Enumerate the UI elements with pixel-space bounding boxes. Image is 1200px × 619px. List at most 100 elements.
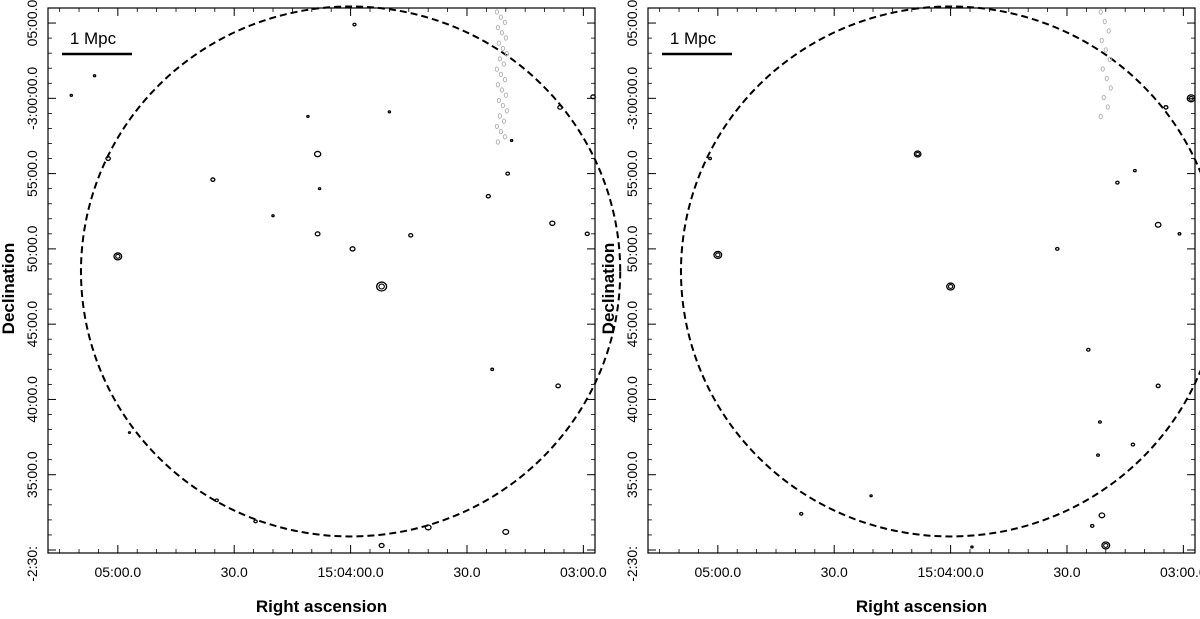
y-tick-label: 05:00.0 <box>24 0 40 46</box>
x-axis-title: Right ascension <box>856 597 987 616</box>
negative-contour <box>499 30 504 36</box>
negative-contour <box>494 9 499 15</box>
negative-contour <box>500 45 505 52</box>
source-contour <box>1096 453 1100 457</box>
negative-contour <box>503 92 508 98</box>
y-tick-label: -3:00:00.0 <box>24 67 40 130</box>
source-contour <box>214 498 219 503</box>
source-contour <box>314 231 321 237</box>
source-contour <box>352 22 357 27</box>
source-contour <box>387 110 392 114</box>
negative-contour <box>1108 85 1113 91</box>
y-tick-label: 35:00.0 <box>624 451 640 498</box>
source-contour <box>127 431 132 435</box>
source-contour <box>69 93 74 97</box>
y-tick-label: 45:00.0 <box>624 301 640 348</box>
negative-contour <box>502 134 507 140</box>
plot-frame <box>647 7 1196 554</box>
x-tick-label: 30.0 <box>221 564 248 580</box>
x-tick-label: 30.0 <box>1053 564 1080 580</box>
negative-contour <box>496 40 501 46</box>
plot-frame <box>47 7 596 554</box>
source-contour <box>376 281 388 292</box>
source-contour <box>1097 420 1102 424</box>
y-tick-label: 50:00.0 <box>624 225 640 272</box>
source-contour <box>408 233 414 238</box>
dashed-circle <box>79 5 622 538</box>
y-tick-label: 35:00.0 <box>24 451 40 498</box>
source-contour <box>271 214 275 218</box>
negative-contour <box>504 50 509 57</box>
source-contour-inner <box>115 253 121 259</box>
negative-contour <box>1098 113 1103 120</box>
negative-contour <box>500 102 505 109</box>
source-contour <box>1177 232 1182 236</box>
source-contour <box>92 74 97 78</box>
source-contour <box>799 511 804 516</box>
negative-contour <box>499 87 504 93</box>
dashed-circle <box>680 5 1200 538</box>
negative-contour <box>1098 9 1103 15</box>
source-contour <box>378 542 385 549</box>
source-contour-inner <box>378 283 385 290</box>
source-contour <box>349 246 356 252</box>
x-tick-label: 15:04:00.0 <box>318 564 384 580</box>
source-contour <box>1130 442 1136 447</box>
negative-contour <box>501 61 506 67</box>
source-contour <box>105 156 111 162</box>
y-tick-label: -2:30: <box>24 546 40 582</box>
source-contour <box>1115 180 1120 185</box>
negative-contour <box>498 71 503 78</box>
x-tick-label: 15:04:00.0 <box>918 564 984 580</box>
scale-bar-label: 1 Mpc <box>670 29 717 48</box>
negative-contour <box>497 113 502 119</box>
source-contour <box>490 367 495 372</box>
source-contour <box>869 494 873 498</box>
source-contour <box>713 250 723 260</box>
source-contour <box>1098 512 1106 519</box>
source-contour <box>485 193 491 199</box>
source-contour <box>1086 347 1091 352</box>
source-contour <box>253 519 258 524</box>
x-tick-label: 03:00.0 <box>560 564 607 580</box>
negative-contour <box>494 66 499 72</box>
source-contour <box>1186 94 1196 103</box>
y-axis-title: Declination <box>599 243 618 335</box>
source-contour <box>970 545 974 549</box>
source-contour <box>1132 168 1137 173</box>
x-tick-label: 03:00.0 <box>1160 564 1200 580</box>
negative-contour <box>497 56 502 62</box>
y-axis-title: Declination <box>0 243 18 335</box>
source-contour <box>557 104 563 110</box>
source-contour <box>509 138 514 143</box>
source-contour <box>210 177 216 182</box>
y-tick-label: 40:00.0 <box>624 376 640 423</box>
negative-contour <box>1102 18 1107 25</box>
source-contour <box>1155 383 1161 389</box>
source-contour <box>1154 221 1162 228</box>
source-contour <box>913 150 922 158</box>
source-contour <box>424 524 432 531</box>
x-tick-label: 05:00.0 <box>694 564 741 580</box>
y-tick-label: 05:00.0 <box>624 0 640 46</box>
source-contour <box>313 150 322 158</box>
source-contour <box>1089 523 1095 528</box>
negative-contour <box>1105 104 1110 110</box>
negative-contour <box>501 118 506 124</box>
source-contour <box>306 114 310 118</box>
source-contour-inner <box>915 151 920 157</box>
negative-contour <box>1101 94 1106 101</box>
source-contour <box>549 220 556 227</box>
x-tick-label: 30.0 <box>453 564 480 580</box>
negative-contour <box>1107 56 1112 63</box>
negative-contour <box>1100 66 1105 72</box>
y-tick-label: 45:00.0 <box>24 301 40 348</box>
source-contour <box>1163 105 1169 110</box>
negative-contour <box>503 35 508 41</box>
source-contour <box>1054 246 1060 251</box>
negative-contour <box>498 128 503 135</box>
source-contour <box>584 231 590 237</box>
scale-bar-label: 1 Mpc <box>70 29 117 48</box>
source-contour <box>590 94 596 100</box>
